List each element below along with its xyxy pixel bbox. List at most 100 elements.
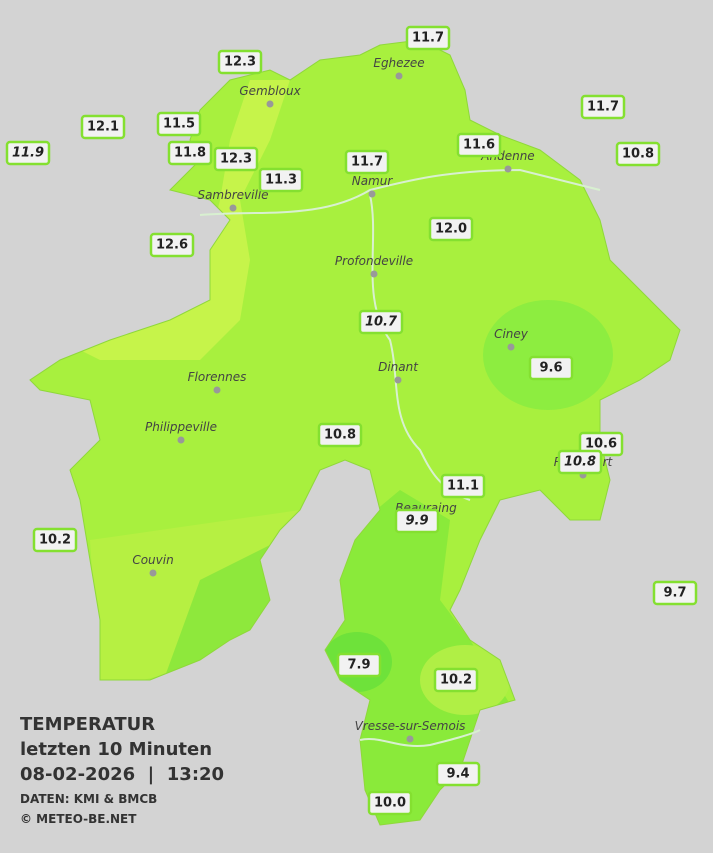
station-value: 12.6	[156, 238, 188, 253]
station-box	[394, 508, 440, 534]
station-box	[258, 167, 304, 193]
station-value: 10.2	[39, 533, 71, 548]
station-box	[80, 114, 126, 140]
city-dot	[406, 735, 414, 743]
station-value: 11.7	[351, 155, 383, 170]
city-dot	[368, 190, 376, 198]
city-dot	[266, 100, 274, 108]
station-value: 11.6	[463, 138, 495, 153]
station-box	[156, 111, 202, 137]
station: 10.0	[367, 790, 413, 816]
legend-subtitle: letzten 10 Minuten	[20, 739, 212, 760]
legend-source: DATEN: KMI & BMCB	[20, 792, 157, 806]
station: 10.2	[32, 527, 78, 553]
station-value: 10.8	[622, 147, 654, 162]
city-label: Couvin	[132, 553, 173, 567]
station-value: 12.3	[224, 55, 256, 70]
station: 11.6	[456, 132, 502, 158]
station-value: 9.4	[446, 767, 469, 782]
station-box	[32, 527, 78, 553]
station-value: 9.7	[663, 586, 686, 601]
station-value: 11.3	[265, 173, 297, 188]
city-label: Sambreville	[197, 188, 268, 202]
zone	[483, 300, 613, 410]
station-box	[405, 25, 451, 51]
station: 9.9	[394, 508, 440, 534]
station: 9.4	[435, 761, 481, 787]
station-value: 12.3	[220, 152, 252, 167]
station-value: 11.9	[12, 146, 44, 161]
station-box	[336, 652, 382, 678]
station-box	[167, 140, 213, 166]
station: 11.8	[167, 140, 213, 166]
city-dot	[370, 270, 378, 278]
city-label: Dinant	[378, 360, 419, 374]
station-value: 10.7	[365, 315, 398, 330]
station: 9.6	[528, 355, 574, 381]
city-dot	[504, 165, 512, 173]
city-dot	[507, 343, 515, 351]
legend: TEMPERATUR letzten 10 Minuten 08-02-2026…	[20, 714, 224, 826]
city-label: Philippeville	[145, 420, 217, 434]
station-value: 11.7	[412, 31, 444, 46]
station: 11.7	[344, 149, 390, 175]
station-value: 11.5	[163, 117, 195, 132]
station: 11.9	[5, 140, 51, 166]
city-label: Namur	[352, 174, 394, 188]
city-label: Gembloux	[239, 84, 301, 98]
station-box	[615, 141, 661, 167]
station-value: 11.8	[174, 146, 206, 161]
city-dot	[395, 72, 403, 80]
station-value: 9.6	[539, 361, 562, 376]
station: 10.2	[433, 667, 479, 693]
station-value: 10.8	[564, 455, 596, 470]
station-box	[433, 667, 479, 693]
city-label: Eghezee	[373, 56, 424, 70]
station-box	[149, 232, 195, 258]
station-box	[367, 790, 413, 816]
station-box	[428, 216, 474, 242]
station-box	[358, 309, 404, 335]
station-value: 11.7	[587, 100, 619, 115]
station: 10.7	[358, 309, 404, 335]
river	[359, 729, 481, 747]
city-dot	[149, 569, 157, 577]
station: 12.3	[213, 146, 259, 172]
station-value: 10.0	[374, 796, 406, 811]
station-box	[213, 146, 259, 172]
legend-title: TEMPERATUR	[20, 714, 155, 735]
station: 10.8	[615, 141, 661, 167]
station: 12.3	[217, 49, 263, 75]
station-value: 10.8	[324, 428, 356, 443]
station-box	[456, 132, 502, 158]
station-box	[580, 94, 626, 120]
station: 11.3	[258, 167, 304, 193]
station-value: 12.0	[435, 222, 467, 237]
station-box	[5, 140, 51, 166]
station: 11.7	[405, 25, 451, 51]
station: 10.8	[557, 449, 603, 475]
station-box	[528, 355, 574, 381]
city-dot	[229, 204, 237, 212]
cities: EghezeeGemblouxAndenneNamurSambrevillePr…	[132, 56, 614, 743]
station-value: 12.1	[87, 120, 119, 135]
legend-copyright: © METEO-BE.NET	[20, 812, 137, 826]
city-label: Ciney	[494, 327, 529, 341]
station-box	[217, 49, 263, 75]
station: 11.5	[156, 111, 202, 137]
station: 11.1	[440, 473, 486, 499]
city-dot	[177, 436, 185, 444]
legend-datetime: 08-02-2026 | 13:20	[20, 764, 224, 785]
station: 9.7	[652, 580, 698, 606]
city-dot	[394, 376, 402, 384]
station-box	[344, 149, 390, 175]
station: 11.7	[580, 94, 626, 120]
station-value: 10.6	[585, 437, 617, 452]
city-label: Florennes	[188, 370, 247, 384]
station: 12.6	[149, 232, 195, 258]
city-dot	[213, 386, 221, 394]
city-label: Vresse-sur-Semois	[355, 719, 466, 733]
stations: 11.7 12.3 12.1 11.5 11.7 11.9 11.8 12.3 11.6 11.7…	[5, 25, 698, 816]
station-box	[317, 422, 363, 448]
